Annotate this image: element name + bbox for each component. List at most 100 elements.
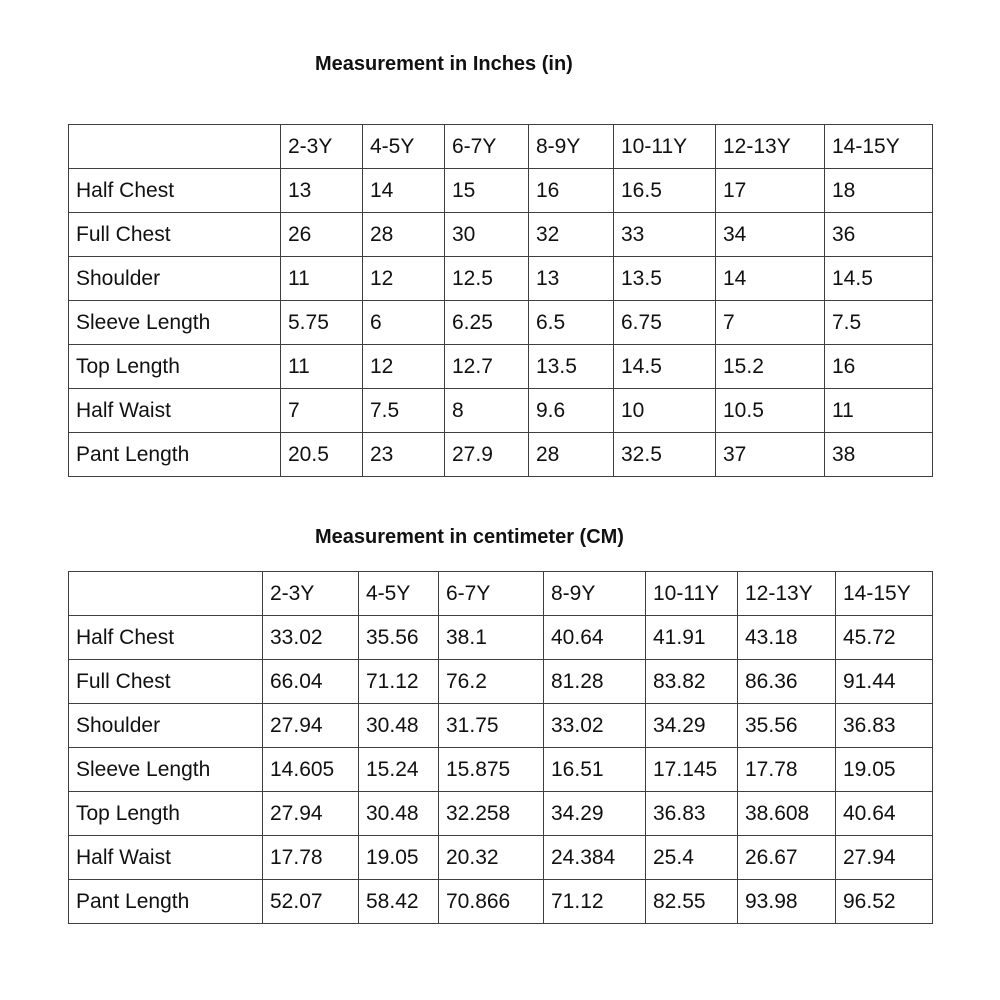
- table-row: Half Waist 17.78 19.05 20.32 24.384 25.4 26.67…: [68, 835, 933, 880]
- value-cell: 19.05: [358, 835, 439, 880]
- value-cell: 38: [824, 432, 933, 477]
- value-cell: 31.75: [438, 703, 544, 748]
- table-row: Shoulder 27.94 30.48 31.75 33.02 34.29 35.56 36…: [68, 703, 933, 748]
- value-cell: 8: [444, 388, 529, 433]
- row-label-cell: Sleeve Length: [68, 747, 263, 792]
- row-label-cell: Top Length: [68, 791, 263, 836]
- value-cell: 34.29: [645, 703, 738, 748]
- value-cell: 14.605: [262, 747, 359, 792]
- value-cell: 34.29: [543, 791, 646, 836]
- column-header-cell: 10-11Y: [613, 124, 716, 169]
- value-cell: 37: [715, 432, 825, 477]
- value-cell: 12: [362, 344, 445, 389]
- row-label-cell: Half Waist: [68, 835, 263, 880]
- value-cell: 93.98: [737, 879, 836, 924]
- value-cell: 14: [715, 256, 825, 301]
- value-cell: 24.384: [543, 835, 646, 880]
- value-cell: 10: [613, 388, 716, 433]
- value-cell: 19.05: [835, 747, 933, 792]
- value-cell: 11: [280, 256, 363, 301]
- inches-table-title: Measurement in Inches (in): [315, 53, 573, 75]
- row-label-cell: Full Chest: [68, 659, 263, 704]
- value-cell: 41.91: [645, 615, 738, 660]
- value-cell: 13.5: [528, 344, 614, 389]
- value-cell: 76.2: [438, 659, 544, 704]
- column-header-cell: 6-7Y: [444, 124, 529, 169]
- value-cell: 10.5: [715, 388, 825, 433]
- value-cell: 91.44: [835, 659, 933, 704]
- value-cell: 33.02: [543, 703, 646, 748]
- header-row: 2-3Y 4-5Y 6-7Y 8-9Y 10-11Y 12-13Y 14-15Y: [68, 124, 933, 169]
- value-cell: 38.608: [737, 791, 836, 836]
- value-cell: 83.82: [645, 659, 738, 704]
- table-row: Half Waist 7 7.5 8 9.6 10 10.5 11: [68, 388, 933, 433]
- value-cell: 33: [613, 212, 716, 257]
- value-cell: 16: [824, 344, 933, 389]
- value-cell: 36.83: [645, 791, 738, 836]
- value-cell: 13: [280, 168, 363, 213]
- row-label-cell: Top Length: [68, 344, 281, 389]
- value-cell: 28: [362, 212, 445, 257]
- value-cell: 40.64: [543, 615, 646, 660]
- value-cell: 86.36: [737, 659, 836, 704]
- value-cell: 38.1: [438, 615, 544, 660]
- table-row: Shoulder 11 12 12.5 13 13.5 14 14.5: [68, 256, 933, 301]
- value-cell: 15.875: [438, 747, 544, 792]
- value-cell: 15.2: [715, 344, 825, 389]
- row-label-cell: Half Chest: [68, 168, 281, 213]
- value-cell: 6.5: [528, 300, 614, 345]
- value-cell: 27.94: [835, 835, 933, 880]
- value-cell: 23: [362, 432, 445, 477]
- value-cell: 20.32: [438, 835, 544, 880]
- table-row: Top Length 27.94 30.48 32.258 34.29 36.83 38.6…: [68, 791, 933, 836]
- value-cell: 32: [528, 212, 614, 257]
- column-header-cell: 12-13Y: [715, 124, 825, 169]
- value-cell: 36.83: [835, 703, 933, 748]
- value-cell: 6: [362, 300, 445, 345]
- value-cell: 43.18: [737, 615, 836, 660]
- value-cell: 35.56: [358, 615, 439, 660]
- table-row: Full Chest 26 28 30 32 33 34 36: [68, 212, 933, 257]
- value-cell: 11: [280, 344, 363, 389]
- cm-table-title: Measurement in centimeter (CM): [315, 526, 624, 548]
- value-cell: 12: [362, 256, 445, 301]
- column-header-cell: 14-15Y: [824, 124, 933, 169]
- value-cell: 16: [528, 168, 614, 213]
- value-cell: 32.258: [438, 791, 544, 836]
- value-cell: 26.67: [737, 835, 836, 880]
- table-row: Top Length 11 12 12.7 13.5 14.5 15.2 16: [68, 344, 933, 389]
- size-table-cm: 2-3Y 4-5Y 6-7Y 8-9Y 10-11Y 12-13Y 14-15Y Half C…: [68, 571, 933, 924]
- row-label-cell: Shoulder: [68, 703, 263, 748]
- value-cell: 40.64: [835, 791, 933, 836]
- value-cell: 9.6: [528, 388, 614, 433]
- value-cell: 17.78: [262, 835, 359, 880]
- value-cell: 32.5: [613, 432, 716, 477]
- corner-cell: [68, 571, 263, 616]
- value-cell: 12.5: [444, 256, 529, 301]
- value-cell: 30.48: [358, 791, 439, 836]
- value-cell: 71.12: [543, 879, 646, 924]
- header-row: 2-3Y 4-5Y 6-7Y 8-9Y 10-11Y 12-13Y 14-15Y: [68, 571, 933, 616]
- value-cell: 25.4: [645, 835, 738, 880]
- value-cell: 16.51: [543, 747, 646, 792]
- value-cell: 82.55: [645, 879, 738, 924]
- column-header-cell: 6-7Y: [438, 571, 544, 616]
- value-cell: 6.75: [613, 300, 716, 345]
- value-cell: 13.5: [613, 256, 716, 301]
- column-header-cell: 2-3Y: [280, 124, 363, 169]
- value-cell: 18: [824, 168, 933, 213]
- value-cell: 58.42: [358, 879, 439, 924]
- value-cell: 13: [528, 256, 614, 301]
- row-label-cell: Half Waist: [68, 388, 281, 433]
- table-row: Sleeve Length 14.605 15.24 15.875 16.51 17.14…: [68, 747, 933, 792]
- value-cell: 27.94: [262, 703, 359, 748]
- value-cell: 7: [715, 300, 825, 345]
- column-header-cell: 4-5Y: [362, 124, 445, 169]
- value-cell: 35.56: [737, 703, 836, 748]
- value-cell: 52.07: [262, 879, 359, 924]
- value-cell: 81.28: [543, 659, 646, 704]
- value-cell: 15: [444, 168, 529, 213]
- column-header-cell: 4-5Y: [358, 571, 439, 616]
- value-cell: 30.48: [358, 703, 439, 748]
- value-cell: 34: [715, 212, 825, 257]
